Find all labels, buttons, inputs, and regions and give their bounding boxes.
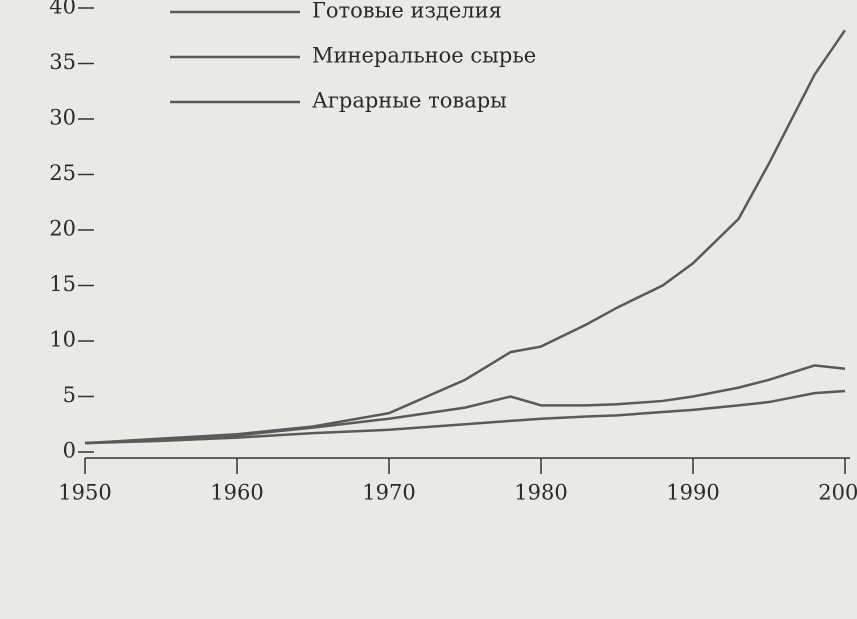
legend-label: Готовые изделия	[312, 0, 502, 23]
y-tick-label: 40	[49, 0, 76, 19]
y-tick-label: 0	[63, 439, 76, 463]
legend-label: Минеральное сырье	[312, 44, 536, 68]
y-tick-label: 30	[49, 106, 76, 130]
x-tick-label: 2000	[818, 481, 857, 505]
x-tick-label: 1980	[514, 481, 567, 505]
x-tick-label: 1950	[58, 481, 111, 505]
x-tick-label: 1960	[210, 481, 263, 505]
x-tick-label: 1990	[666, 481, 719, 505]
y-tick-label: 25	[49, 161, 76, 185]
y-tick-label: 15	[49, 272, 76, 296]
x-tick-label: 1970	[362, 481, 415, 505]
y-tick-label: 35	[49, 50, 76, 74]
series-line	[84, 364, 846, 445]
legend-label: Аграрные товары	[312, 89, 507, 113]
series-line	[84, 389, 846, 445]
y-tick-label: 5	[63, 383, 76, 407]
y-tick-label: 10	[49, 328, 76, 352]
y-tick-label: 20	[49, 217, 76, 241]
